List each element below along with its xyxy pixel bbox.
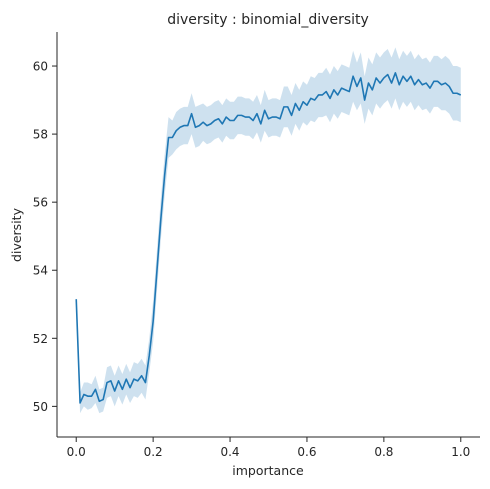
x-tick-label: 0.2 (144, 445, 163, 459)
y-tick-label: 50 (33, 400, 48, 414)
x-tick-label: 0.8 (374, 445, 393, 459)
y-tick-label: 52 (33, 332, 48, 346)
chart-title: diversity : binomial_diversity (167, 12, 369, 28)
x-tick-label: 0.0 (67, 445, 86, 459)
y-tick-label: 54 (33, 264, 48, 278)
x-axis-label: importance (232, 463, 304, 478)
plot-area (75, 47, 462, 414)
x-tick-label: 0.4 (220, 445, 239, 459)
x-tick-label: 0.6 (297, 445, 316, 459)
y-axis-ticks: 50 52 54 56 58 60 (33, 60, 57, 414)
y-tick-label: 60 (33, 60, 48, 74)
y-tick-label: 56 (33, 196, 48, 210)
x-axis-ticks: 0.0 0.2 0.4 0.6 0.8 1.0 (67, 437, 470, 459)
confidence-band (76, 47, 461, 414)
series-line (75, 72, 462, 404)
y-tick-label: 58 (33, 128, 48, 142)
y-axis-label: diversity (9, 207, 24, 262)
x-tick-label: 1.0 (451, 445, 470, 459)
